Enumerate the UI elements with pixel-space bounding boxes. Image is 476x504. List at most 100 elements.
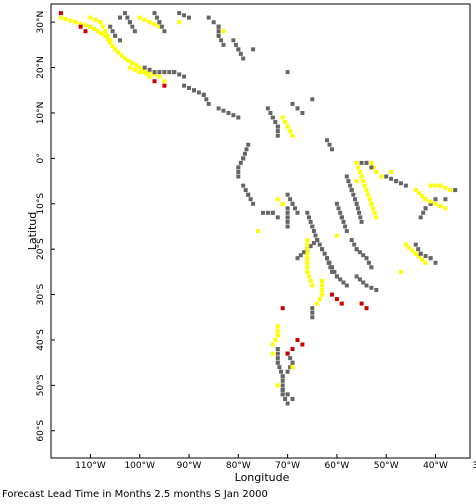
grid-cell-gray bbox=[330, 265, 334, 270]
grid-cell-gray bbox=[354, 247, 359, 252]
grid-cell-gray bbox=[357, 210, 362, 215]
grid-cell-gray bbox=[216, 29, 221, 34]
grid-cell-yellow bbox=[420, 194, 425, 199]
grid-cell-yellow bbox=[275, 383, 280, 388]
latitude-ticks: 30°N 20°N 10°N 0° 10°S 20°S 30°S 40°S 50°S 60°S bbox=[36, 11, 55, 442]
grid-cell-gray bbox=[118, 15, 122, 20]
grid-cell-red bbox=[280, 306, 285, 311]
grid-cell-yellow bbox=[389, 170, 394, 174]
grid-cell-yellow bbox=[374, 215, 379, 220]
grid-cell-gray bbox=[251, 201, 256, 206]
grid-cell-gray bbox=[275, 215, 280, 220]
grid-cell-gray bbox=[349, 188, 354, 193]
grid-cell-gray bbox=[354, 274, 359, 279]
grid-cell-yellow bbox=[108, 38, 113, 43]
grid-cell-gray bbox=[366, 260, 371, 265]
grid-cell-yellow bbox=[369, 160, 374, 165]
grid-cell-gray bbox=[130, 24, 135, 29]
grid-cell-yellow bbox=[270, 342, 275, 347]
grid-cell-gray bbox=[293, 206, 297, 211]
latitude-tick-label: 0° bbox=[36, 153, 46, 163]
grid-cell-yellow bbox=[119, 53, 124, 58]
grid-cell-gray bbox=[204, 97, 209, 102]
grid-cell-gray bbox=[285, 215, 290, 220]
latitude-tick-label: 50°S bbox=[36, 374, 46, 396]
grid-cell-yellow bbox=[413, 251, 418, 256]
grid-cell-gray bbox=[152, 11, 157, 16]
grid-cell-yellow bbox=[407, 245, 412, 250]
grid-cell-gray bbox=[285, 206, 290, 211]
grid-cell-gray bbox=[339, 215, 344, 220]
grid-cell-yellow bbox=[137, 70, 142, 75]
grid-cell-red bbox=[290, 347, 295, 351]
grid-cell-gray bbox=[310, 97, 315, 102]
grid-cell-gray bbox=[108, 24, 113, 29]
grid-cell-gray bbox=[275, 124, 280, 129]
grid-cell-yellow bbox=[448, 188, 453, 193]
grid-cell-yellow bbox=[108, 40, 113, 45]
grid-cell-gray bbox=[317, 242, 322, 247]
latitude-tick-label: 60°S bbox=[36, 420, 46, 442]
grid-cell-gray bbox=[394, 179, 399, 184]
grid-cell-gray bbox=[433, 197, 438, 202]
grid-cell-yellow bbox=[356, 165, 361, 170]
grid-cell-yellow bbox=[132, 67, 137, 72]
grid-cell-gray bbox=[290, 101, 295, 106]
grid-cell-yellow bbox=[305, 265, 310, 270]
longitude-ticks: 110°W 100°W 90°W 80°W 70°W 60°W 50°W 40°W 30°W bbox=[75, 454, 476, 471]
grid-cell-yellow bbox=[361, 179, 366, 184]
grid-cell-gray bbox=[330, 147, 334, 152]
grid-cell-yellow bbox=[92, 27, 97, 31]
grid-cell-gray bbox=[344, 229, 349, 233]
grid-cell-gray bbox=[357, 250, 362, 255]
grid-cell-yellow bbox=[288, 129, 293, 134]
grid-cell-gray bbox=[182, 83, 187, 88]
grid-cell-gray bbox=[206, 15, 211, 20]
grid-cell-yellow bbox=[417, 254, 422, 259]
grid-cell-gray bbox=[216, 33, 221, 38]
grid-cell-yellow bbox=[280, 115, 285, 120]
grid-cell-gray bbox=[211, 20, 216, 25]
grid-cell-red bbox=[330, 292, 334, 297]
grid-cell-gray bbox=[182, 74, 187, 79]
grid-cell-yellow bbox=[83, 23, 88, 28]
grid-cell-gray bbox=[325, 256, 329, 261]
grid-cell-gray bbox=[236, 170, 241, 174]
grid-cell-yellow bbox=[305, 242, 310, 247]
grid-cell-yellow bbox=[315, 301, 320, 306]
grid-cell-red bbox=[152, 79, 157, 84]
grid-cell-gray bbox=[152, 70, 157, 75]
grid-cell-gray bbox=[351, 192, 356, 197]
grid-cell-yellow bbox=[147, 74, 152, 79]
grid-cell-gray bbox=[288, 365, 293, 370]
grid-cell-gray bbox=[307, 215, 311, 220]
grid-cell-yellow bbox=[438, 204, 443, 208]
grid-cell-gray bbox=[418, 215, 423, 220]
grid-cell-gray bbox=[364, 160, 369, 165]
grid-cell-gray bbox=[192, 88, 196, 93]
grid-cell-gray bbox=[336, 206, 341, 211]
grid-cell-yellow bbox=[417, 191, 422, 196]
grid-cell-gray bbox=[226, 111, 231, 115]
grid-cell-gray bbox=[268, 111, 273, 115]
grid-cell-yellow bbox=[256, 229, 260, 233]
grid-cell-yellow bbox=[305, 251, 310, 256]
grid-cell-gray bbox=[221, 108, 226, 113]
grid-cell-yellow bbox=[88, 24, 93, 29]
grid-cell-gray bbox=[353, 197, 357, 202]
grid-cell-gray bbox=[310, 224, 315, 229]
grid-cell-yellow bbox=[428, 183, 433, 188]
grid-cell-gray bbox=[283, 397, 288, 401]
grid-cell-gray bbox=[280, 383, 285, 388]
longitude-tick-label: 110°W bbox=[75, 461, 106, 471]
grid-cell-gray bbox=[389, 176, 394, 181]
grid-cell-gray bbox=[162, 70, 167, 75]
grid-cell-gray bbox=[201, 92, 206, 97]
grid-cell-gray bbox=[236, 165, 241, 170]
grid-cell-gray bbox=[354, 201, 359, 206]
grid-cell-yellow bbox=[420, 257, 425, 262]
grid-cell-yellow bbox=[78, 21, 83, 26]
grid-cell-gray bbox=[182, 13, 187, 18]
grid-cell-yellow bbox=[357, 170, 362, 174]
longitude-tick-label: 60°W bbox=[324, 461, 349, 471]
